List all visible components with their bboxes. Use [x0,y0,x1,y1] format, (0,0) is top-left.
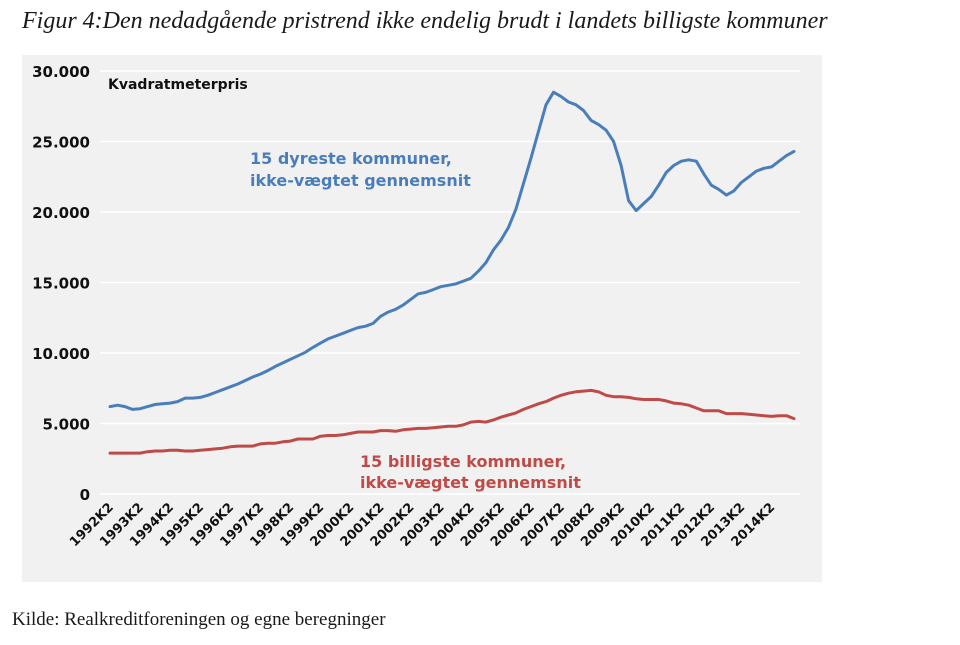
y-tick-label: 5.000 [43,416,90,434]
gridlines [100,70,800,495]
x-axis-ticks: 1992K21993K21994K21995K21996K21997K21998… [67,500,778,550]
annotation-cheap-line2: ikke-vægtet gennemsnit [360,473,581,492]
y-axis-ticks: 0 5.000 10.000 15.000 20.000 25.000 30.000 [32,63,90,504]
annotation-cheap-line1: 15 billigste kommuner, [360,452,566,471]
source-note: Kilde: Realkreditforeningen og egne bere… [12,609,386,630]
y-tick-label: 30.000 [32,63,90,81]
annotation-expensive-line1: 15 dyreste kommuner, [250,149,452,168]
series-lines [108,90,796,455]
y-tick-label: 20.000 [32,204,90,222]
y-axis-label: Kvadratmeterpris [108,77,248,93]
y-tick-label: 10.000 [32,345,90,363]
y-tick-label: 25.000 [32,134,90,152]
annotation-expensive-line2: ikke-vægtet gennemsnit [250,171,471,190]
y-tick-label: 0 [80,486,90,504]
series-line-dyreste [108,90,796,411]
series-line-billigste [108,388,796,455]
y-tick-label: 15.000 [32,275,90,293]
figure-title: Figur 4:Den nedadgående pristrend ikke e… [22,8,828,34]
